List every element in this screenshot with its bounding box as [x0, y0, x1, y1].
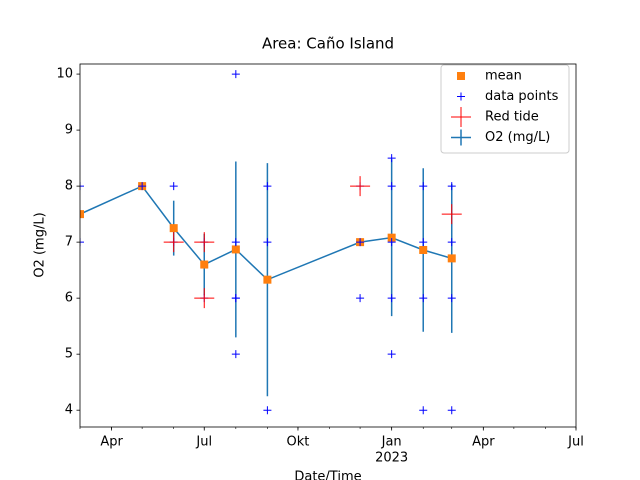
mean-marker — [200, 260, 209, 269]
mean-marker — [263, 275, 272, 284]
y-tick-label: 6 — [65, 291, 73, 306]
mean-marker — [387, 233, 396, 242]
plus-marker — [447, 182, 456, 191]
plus-marker — [457, 92, 465, 101]
plus-marker — [447, 238, 456, 247]
plus-marker — [387, 182, 396, 191]
mean-marker — [169, 224, 178, 233]
y-tick-label: 7 — [65, 235, 73, 250]
plus-marker — [263, 182, 272, 191]
plus-marker — [356, 238, 365, 247]
legend-box — [440, 64, 570, 154]
plus-marker — [387, 350, 396, 359]
plus-marker — [451, 107, 471, 127]
mean-marker — [447, 254, 456, 263]
x-tick-label: Apr — [100, 435, 123, 450]
plus-marker — [263, 406, 272, 415]
mean-marker — [231, 245, 240, 254]
plus-marker — [231, 238, 240, 247]
plus-marker — [231, 294, 240, 303]
plus-marker — [419, 182, 428, 191]
plus-marker — [447, 406, 456, 415]
chart-title: Area: Caño Island — [262, 35, 394, 53]
plus-marker — [419, 406, 428, 415]
legend-label: O2 (mg/L) — [485, 130, 550, 145]
y-tick-label: 4 — [65, 403, 73, 418]
plus-marker — [419, 238, 428, 247]
plus-marker — [263, 238, 272, 247]
y-tick-label: 9 — [65, 123, 73, 138]
plus-marker — [194, 288, 215, 309]
plot-frame — [79, 63, 577, 428]
plus-marker — [356, 294, 365, 303]
plus-marker — [163, 232, 184, 253]
plus-marker — [441, 204, 462, 225]
x-year-label: 2023 — [375, 451, 408, 466]
plus-marker — [387, 294, 396, 303]
y-axis-label: O2 (mg/L) — [33, 212, 48, 277]
y-tick-label: 5 — [65, 347, 73, 362]
plus-marker — [387, 238, 396, 247]
legend-marker — [457, 72, 465, 80]
plus-marker — [138, 182, 147, 191]
x-tick-label: Jul — [195, 435, 212, 450]
mean-line — [80, 185, 452, 281]
legend-label: mean — [485, 69, 522, 84]
y-tick-label: 8 — [65, 179, 73, 194]
legend-label: Red tide — [485, 110, 539, 125]
plus-marker — [231, 350, 240, 359]
plus-marker — [194, 232, 215, 253]
x-tick-label: Apr — [472, 435, 495, 450]
plus-marker — [350, 176, 371, 197]
x-axis-label: Date/Time — [294, 470, 361, 480]
plot-area — [80, 70, 462, 415]
plus-marker — [80, 182, 84, 191]
mean-marker — [80, 210, 84, 219]
y-tick-label: 10 — [56, 67, 73, 82]
plus-marker — [169, 182, 178, 191]
plus-marker — [80, 238, 84, 247]
plus-marker — [447, 294, 456, 303]
x-tick-label: Jan — [381, 435, 402, 450]
x-tick-label: Jul — [567, 435, 584, 450]
x-tick-label: Okt — [287, 435, 310, 450]
plus-marker — [231, 70, 240, 79]
legend-label: data points — [485, 89, 559, 104]
plus-marker — [387, 154, 396, 163]
plus-marker — [419, 294, 428, 303]
mean-marker — [419, 245, 428, 254]
